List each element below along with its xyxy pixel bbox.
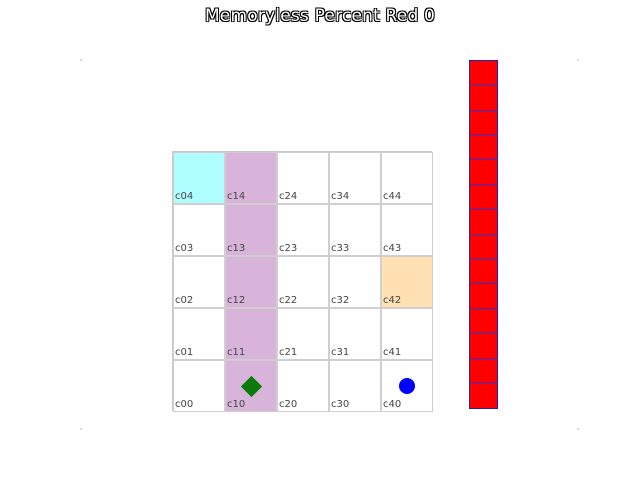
- cell-label: c43: [383, 243, 402, 254]
- cell-label: c31: [331, 347, 350, 358]
- corner-marker: [80, 59, 82, 61]
- cell-label: c24: [279, 191, 298, 202]
- cell-label: c10: [227, 399, 246, 410]
- cell-label: c02: [175, 295, 194, 306]
- bar-segment: [470, 333, 497, 359]
- grid-cell-c24: c24: [277, 152, 329, 204]
- grid-cell-c13: c13: [225, 204, 277, 256]
- grid-cell-c12: c12: [225, 256, 277, 308]
- cell-label: c23: [279, 243, 298, 254]
- page-title: Memoryless Percent Red 0: [204, 6, 436, 26]
- grid-cell-c32: c32: [329, 256, 381, 308]
- cell-label: c34: [331, 191, 350, 202]
- bar-segment: [470, 135, 497, 161]
- corner-marker: [80, 428, 82, 430]
- grid-cell-c20: c20: [277, 360, 329, 412]
- grid-cell-c03: c03: [173, 204, 225, 256]
- bar-segment: [470, 209, 497, 235]
- cell-label: c14: [227, 191, 246, 202]
- grid-board: c04 c14 c24 c34 c44 c03 c13 c23 c33 c43 c02 c12 c22 c…: [172, 151, 433, 412]
- red-percent-bar: [469, 60, 498, 410]
- grid-cell-c34: c34: [329, 152, 381, 204]
- bar-segment: [470, 308, 497, 334]
- cell-label: c32: [331, 295, 350, 306]
- bar-segment: [470, 383, 497, 409]
- grid-cell-c30: c30: [329, 360, 381, 412]
- grid-cell-c02: c02: [173, 256, 225, 308]
- grid-cell-c43: c43: [381, 204, 433, 256]
- cell-label: c11: [227, 347, 246, 358]
- cell-label: c33: [331, 243, 350, 254]
- grid-cell-c41: c41: [381, 308, 433, 360]
- grid-cell-c44: c44: [381, 152, 433, 204]
- grid-cell-c00: c00: [173, 360, 225, 412]
- cell-label: c01: [175, 347, 194, 358]
- grid-cell-c23: c23: [277, 204, 329, 256]
- goal-dot-icon: [399, 378, 415, 394]
- grid-cell-c14: c14: [225, 152, 277, 204]
- cell-label: c40: [383, 399, 402, 410]
- corner-marker: [577, 59, 579, 61]
- grid-cell-c42: c42: [381, 256, 433, 308]
- cell-label: c12: [227, 295, 246, 306]
- cell-label: c42: [383, 295, 402, 306]
- cell-label: c44: [383, 191, 402, 202]
- bar-segment: [470, 160, 497, 185]
- grid-cell-c21: c21: [277, 308, 329, 360]
- bar-segment: [470, 184, 497, 210]
- bar-segment: [470, 61, 497, 86]
- cell-label: c21: [279, 347, 298, 358]
- grid-cell-c33: c33: [329, 204, 381, 256]
- cell-label: c30: [331, 399, 350, 410]
- grid-cell-c11: c11: [225, 308, 277, 360]
- cell-label: c00: [175, 399, 194, 410]
- bar-segment: [470, 358, 497, 384]
- cell-label: c41: [383, 347, 402, 358]
- cell-label: c03: [175, 243, 194, 254]
- corner-marker: [577, 428, 579, 430]
- bar-segment: [470, 110, 497, 136]
- bar-segment: [470, 284, 497, 309]
- bar-segment: [470, 259, 497, 285]
- grid-cell-c10: c10: [225, 360, 277, 412]
- grid-cell-c01: c01: [173, 308, 225, 360]
- cell-label: c13: [227, 243, 246, 254]
- cell-label: c20: [279, 399, 298, 410]
- bar-segment: [470, 85, 497, 111]
- cell-label: c22: [279, 295, 298, 306]
- bar-segment: [470, 234, 497, 260]
- cell-label: c04: [175, 191, 194, 202]
- grid-cell-c04: c04: [173, 152, 225, 204]
- grid-cell-c31: c31: [329, 308, 381, 360]
- grid-cell-c22: c22: [277, 256, 329, 308]
